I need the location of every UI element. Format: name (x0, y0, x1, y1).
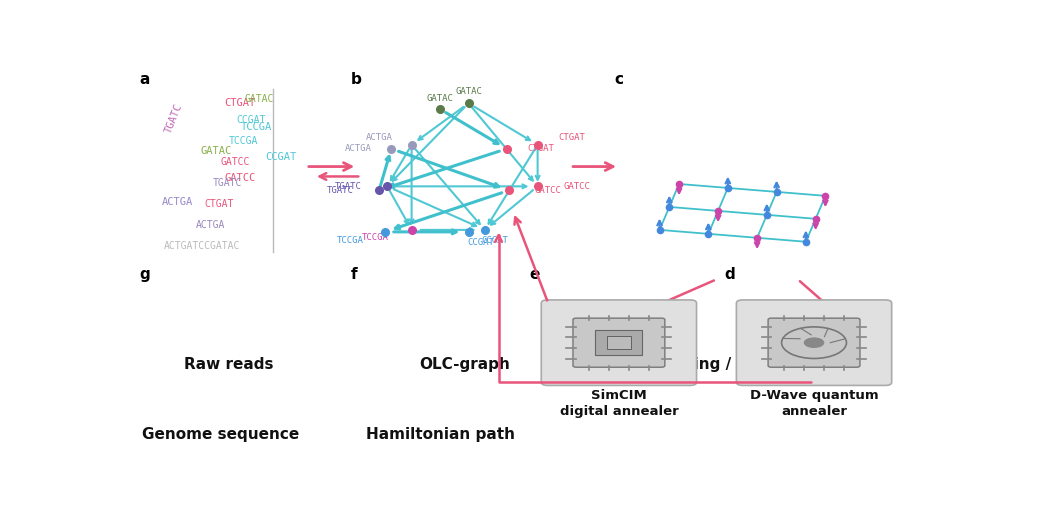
Text: TCCGA: TCCGA (337, 236, 364, 245)
FancyBboxPatch shape (768, 318, 860, 367)
Text: CTGAT: CTGAT (224, 98, 256, 108)
Text: GATAC: GATAC (200, 146, 232, 156)
Text: GATAC: GATAC (245, 94, 275, 104)
FancyBboxPatch shape (541, 300, 697, 386)
Text: GATAC: GATAC (455, 87, 481, 96)
Text: d: d (725, 267, 735, 283)
Text: CCGAT: CCGAT (467, 237, 494, 247)
Text: annealer: annealer (782, 405, 847, 418)
Text: a: a (140, 71, 150, 86)
Text: ACTGATCCGATAC: ACTGATCCGATAC (164, 241, 240, 251)
Text: CCGAT: CCGAT (237, 115, 266, 125)
Text: TCCGA: TCCGA (229, 136, 258, 146)
Text: GATCC: GATCC (563, 182, 591, 191)
Text: GATAC: GATAC (427, 94, 453, 103)
Text: Hamiltonian path: Hamiltonian path (365, 427, 515, 442)
Text: Genome sequence: Genome sequence (142, 427, 299, 442)
Text: c: c (615, 71, 624, 86)
Text: TCCGA: TCCGA (241, 122, 272, 132)
Text: e: e (530, 267, 540, 283)
FancyBboxPatch shape (736, 300, 892, 386)
Text: Ising / QUBO model: Ising / QUBO model (679, 357, 843, 372)
Text: b: b (350, 71, 362, 86)
Text: GATCC: GATCC (220, 157, 250, 167)
FancyBboxPatch shape (596, 330, 642, 355)
Text: GATCC: GATCC (535, 186, 561, 195)
Text: digital annealer: digital annealer (559, 405, 679, 418)
Text: CCGAT: CCGAT (481, 236, 508, 246)
Text: ACTGA: ACTGA (196, 220, 226, 230)
Text: OLC-graph: OLC-graph (419, 357, 510, 372)
Text: SimCIM: SimCIM (591, 390, 647, 402)
Text: ACTGA: ACTGA (345, 144, 372, 153)
Text: D-Wave quantum: D-Wave quantum (750, 390, 878, 402)
FancyBboxPatch shape (573, 318, 665, 367)
Text: CCGAT: CCGAT (265, 152, 297, 162)
Text: ACTGA: ACTGA (162, 197, 193, 207)
Text: TCCGA: TCCGA (362, 233, 388, 242)
Text: Raw reads: Raw reads (184, 357, 274, 372)
Text: g: g (140, 267, 150, 283)
Text: ACTGA: ACTGA (366, 133, 392, 142)
FancyBboxPatch shape (607, 336, 630, 349)
Text: CTGAT: CTGAT (205, 199, 234, 209)
Text: f: f (350, 267, 358, 283)
Text: TGATC: TGATC (335, 182, 362, 191)
Text: TGATC: TGATC (163, 102, 184, 135)
Circle shape (805, 338, 823, 347)
Text: TGATC: TGATC (326, 186, 354, 195)
Text: TGATC: TGATC (212, 178, 242, 188)
Text: CTGAT: CTGAT (558, 133, 585, 142)
Text: GATCC: GATCC (224, 173, 256, 183)
Text: CTGAT: CTGAT (528, 144, 554, 153)
